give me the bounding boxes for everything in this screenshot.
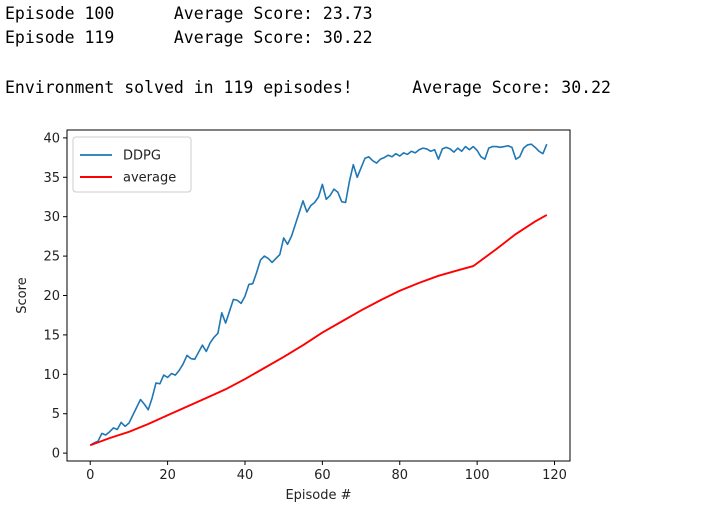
series-line-average	[89, 214, 548, 447]
legend-label-average: average	[123, 171, 176, 186]
log-line-episode-119: Episode 119 Average Score: 30.22	[5, 28, 373, 47]
y-axis-label: Score	[15, 277, 30, 313]
y-tick-label: 20	[43, 289, 60, 304]
x-tick-label: 20	[159, 468, 176, 483]
y-tick-label: 40	[43, 131, 60, 146]
x-tick-label: 0	[86, 468, 94, 483]
legend-box	[72, 136, 192, 193]
x-axis-label: Episode #	[285, 488, 351, 503]
log-line-episode-100: Episode 100 Average Score: 23.73	[5, 4, 373, 23]
y-tick-label: 30	[43, 210, 60, 225]
legend-label-ddpg: DDPG	[123, 149, 161, 164]
y-tick-label: 25	[43, 250, 60, 265]
y-tick-label: 10	[43, 368, 60, 383]
y-tick-label: 5	[52, 407, 60, 422]
y-tick-label: 35	[43, 171, 60, 186]
log-line-environment-solved: Environment solved in 119 episodes! Aver…	[5, 78, 611, 97]
x-tick-label: 60	[314, 468, 331, 483]
x-tick-label: 120	[542, 468, 567, 483]
x-tick-label: 100	[465, 468, 490, 483]
y-tick-label: 15	[43, 328, 60, 343]
x-tick-label: 40	[237, 468, 254, 483]
series-line-ddpg	[89, 143, 548, 446]
x-tick-label: 80	[391, 468, 408, 483]
y-tick-label: 0	[52, 447, 60, 462]
